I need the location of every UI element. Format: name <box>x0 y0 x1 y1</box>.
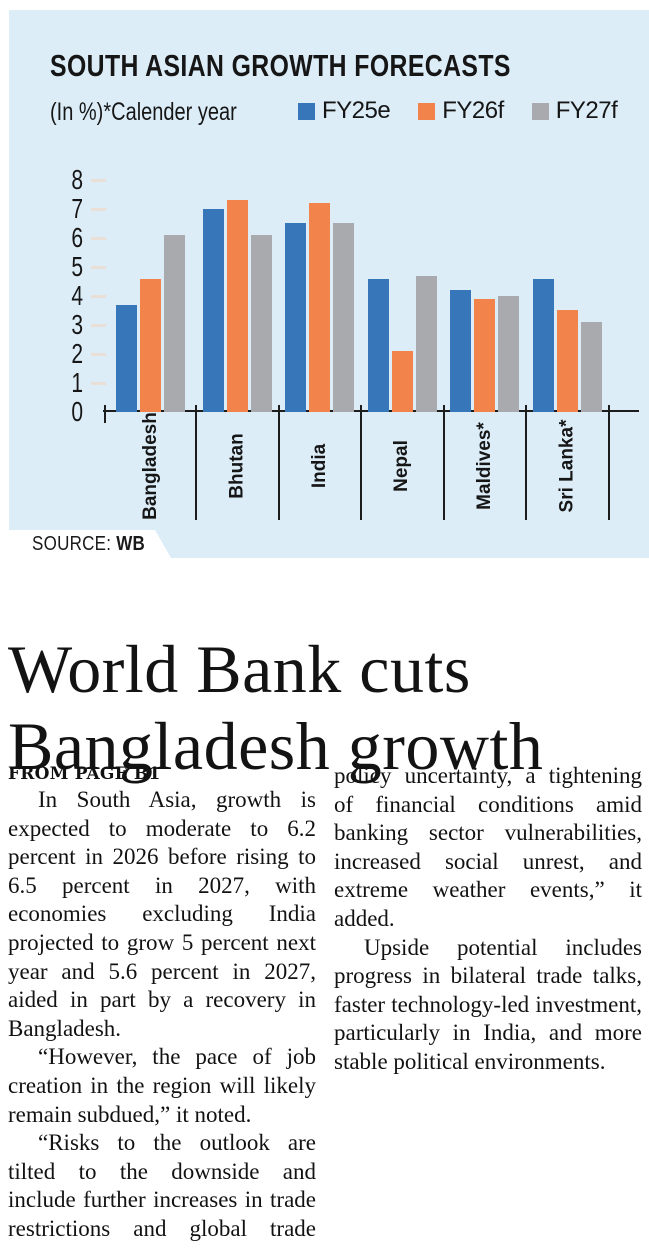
y-axis-tick <box>91 266 106 269</box>
legend-item-fy27f: FY27f <box>531 97 618 125</box>
y-axis-tick <box>91 324 106 327</box>
y-axis-label: 7 <box>71 193 83 224</box>
category-label-bhutan: Bhutan <box>196 414 279 518</box>
bar-bangladesh-fy27f <box>164 235 185 412</box>
legend-swatch-fy27f <box>531 102 549 120</box>
bar-group-india <box>279 10 362 412</box>
source-value: WB <box>116 532 146 555</box>
category-divider <box>525 405 527 520</box>
bar-srilanka-fy25e <box>533 279 554 412</box>
y-axis-tick <box>91 295 106 298</box>
category-label-nepal: Nepal <box>361 414 444 518</box>
category-label-bangladesh: Bangladesh <box>105 412 196 520</box>
y-axis-label: 0 <box>71 396 83 427</box>
category-divider <box>104 405 106 423</box>
y-axis-label: 1 <box>71 367 83 398</box>
bar-bhutan-fy25e <box>202 209 224 412</box>
bar-bhutan-fy27f <box>250 235 272 412</box>
bar-group-bhutan <box>196 10 279 412</box>
chart-legend: FY25e FY26f FY27f <box>298 97 618 125</box>
legend-swatch-fy26f <box>418 102 436 120</box>
category-label-text: India <box>308 443 330 489</box>
category-label-maldives: Maldives* <box>444 414 527 518</box>
y-axis-label: 4 <box>71 280 83 311</box>
source-text: SOURCE: WB <box>32 533 145 556</box>
bar-bangladesh-fy26f <box>140 279 161 412</box>
y-axis-tick <box>91 179 106 182</box>
bar-india-fy25e <box>285 223 307 412</box>
chart-title: SOUTH ASIAN GROWTH FORECASTS <box>50 48 511 83</box>
bar-group-bangladesh <box>105 10 196 412</box>
y-axis-label: 5 <box>71 251 83 282</box>
bar-group-nepal <box>361 10 444 412</box>
category-divider <box>277 405 280 520</box>
chart-panel: SOUTH ASIAN GROWTH FORECASTS (In %)*Cale… <box>9 10 649 558</box>
source-chip: SOURCE: WB <box>9 530 171 558</box>
legend-item-fy26f: FY26f <box>418 97 504 125</box>
legend-label-fy27f: FY27f <box>555 97 618 124</box>
category-label-text: Bhutan <box>226 433 248 499</box>
bar-srilanka-fy27f <box>581 322 602 412</box>
bar-india-fy26f <box>309 203 331 412</box>
category-label-text: Sri Lanka* <box>556 419 578 513</box>
category-divider <box>608 405 610 520</box>
bar-nepal-fy27f <box>415 276 437 412</box>
bar-bangladesh-fy25e <box>116 305 137 412</box>
category-label-text: Maldives* <box>473 422 495 510</box>
article-paragraph: “Risks to the outlook are tilted to the … <box>8 763 642 1241</box>
category-label-srilanka: Sri Lanka* <box>526 414 609 518</box>
y-axis-label: 8 <box>71 164 83 195</box>
category-label-text: Nepal <box>391 440 413 492</box>
bar-maldives-fy27f <box>498 296 520 412</box>
y-axis-label: 6 <box>71 222 83 253</box>
y-axis-tick <box>91 237 106 240</box>
legend-swatch-fy25e <box>298 102 315 120</box>
bar-srilanka-fy26f <box>557 310 578 412</box>
bar-india-fy27f <box>333 223 355 412</box>
bar-group-maldives <box>444 10 527 412</box>
bar-nepal-fy26f <box>391 351 413 412</box>
y-axis-tick <box>91 208 106 211</box>
category-label-text: Bangladesh <box>139 412 161 520</box>
bar-group-srilanka <box>526 10 609 412</box>
category-divider <box>360 405 362 520</box>
category-divider <box>442 405 445 520</box>
article-paragraph: Upside potential includes progress in bi… <box>334 934 642 1074</box>
bar-maldives-fy26f <box>474 299 496 412</box>
category-label-india: India <box>279 414 362 518</box>
y-axis-tick <box>91 353 106 356</box>
kicker: FROM PAGE B1 <box>8 764 161 784</box>
y-axis-label: 2 <box>71 338 83 369</box>
bar-maldives-fy25e <box>450 290 472 412</box>
source-label: SOURCE: <box>32 532 117 555</box>
y-axis-label: 3 <box>71 309 83 340</box>
bar-bhutan-fy26f <box>226 200 248 412</box>
chart-subtitle: (In %)*Calender year <box>50 98 237 126</box>
article-paragraph: In South Asia, growth is expected to mod… <box>8 787 316 1041</box>
legend-label-fy26f: FY26f <box>442 97 504 124</box>
legend-label-fy25e: FY25e <box>322 97 391 124</box>
legend-item-fy25e: FY25e <box>298 97 391 125</box>
article-paragraph: “However, the pace of job creation in th… <box>8 1044 316 1127</box>
headline: World Bank cuts Bangladesh growth <box>8 630 544 784</box>
y-axis-tick <box>91 382 106 385</box>
bar-nepal-fy25e <box>367 279 389 412</box>
chart-plot: 0 1 2 3 4 5 6 7 8 Bangladesh Bhutan India Nepal Maldi… <box>9 10 649 558</box>
article-body: FROM PAGE B1 In South Asia, growth is ex… <box>8 762 642 1250</box>
category-divider <box>195 405 197 520</box>
